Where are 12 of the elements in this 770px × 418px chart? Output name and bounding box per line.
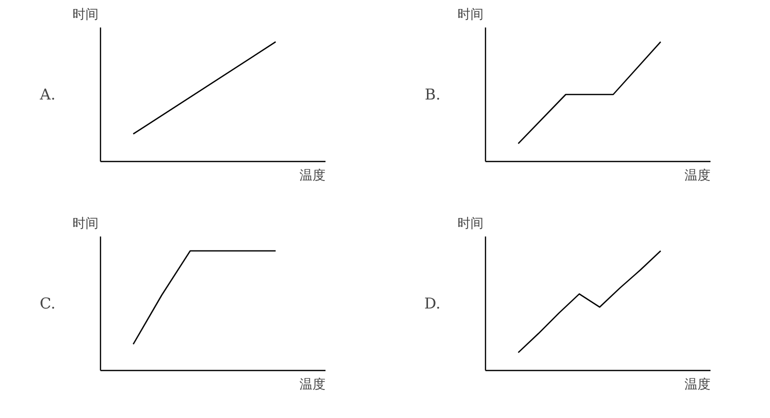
text: D. (424, 294, 441, 312)
text: C. (40, 294, 56, 312)
text: B. (424, 86, 441, 104)
x-axis-title: 温度 (300, 168, 326, 184)
y-axis-title: 时间 (458, 216, 484, 232)
y-axis-title: 时间 (72, 216, 98, 232)
y-axis-title: 时间 (458, 8, 484, 22)
text: A. (38, 86, 56, 104)
x-axis-title: 温度 (684, 168, 710, 184)
x-axis-title: 温度 (300, 376, 326, 392)
y-axis-title: 时间 (72, 8, 98, 22)
x-axis-title: 温度 (684, 376, 710, 392)
